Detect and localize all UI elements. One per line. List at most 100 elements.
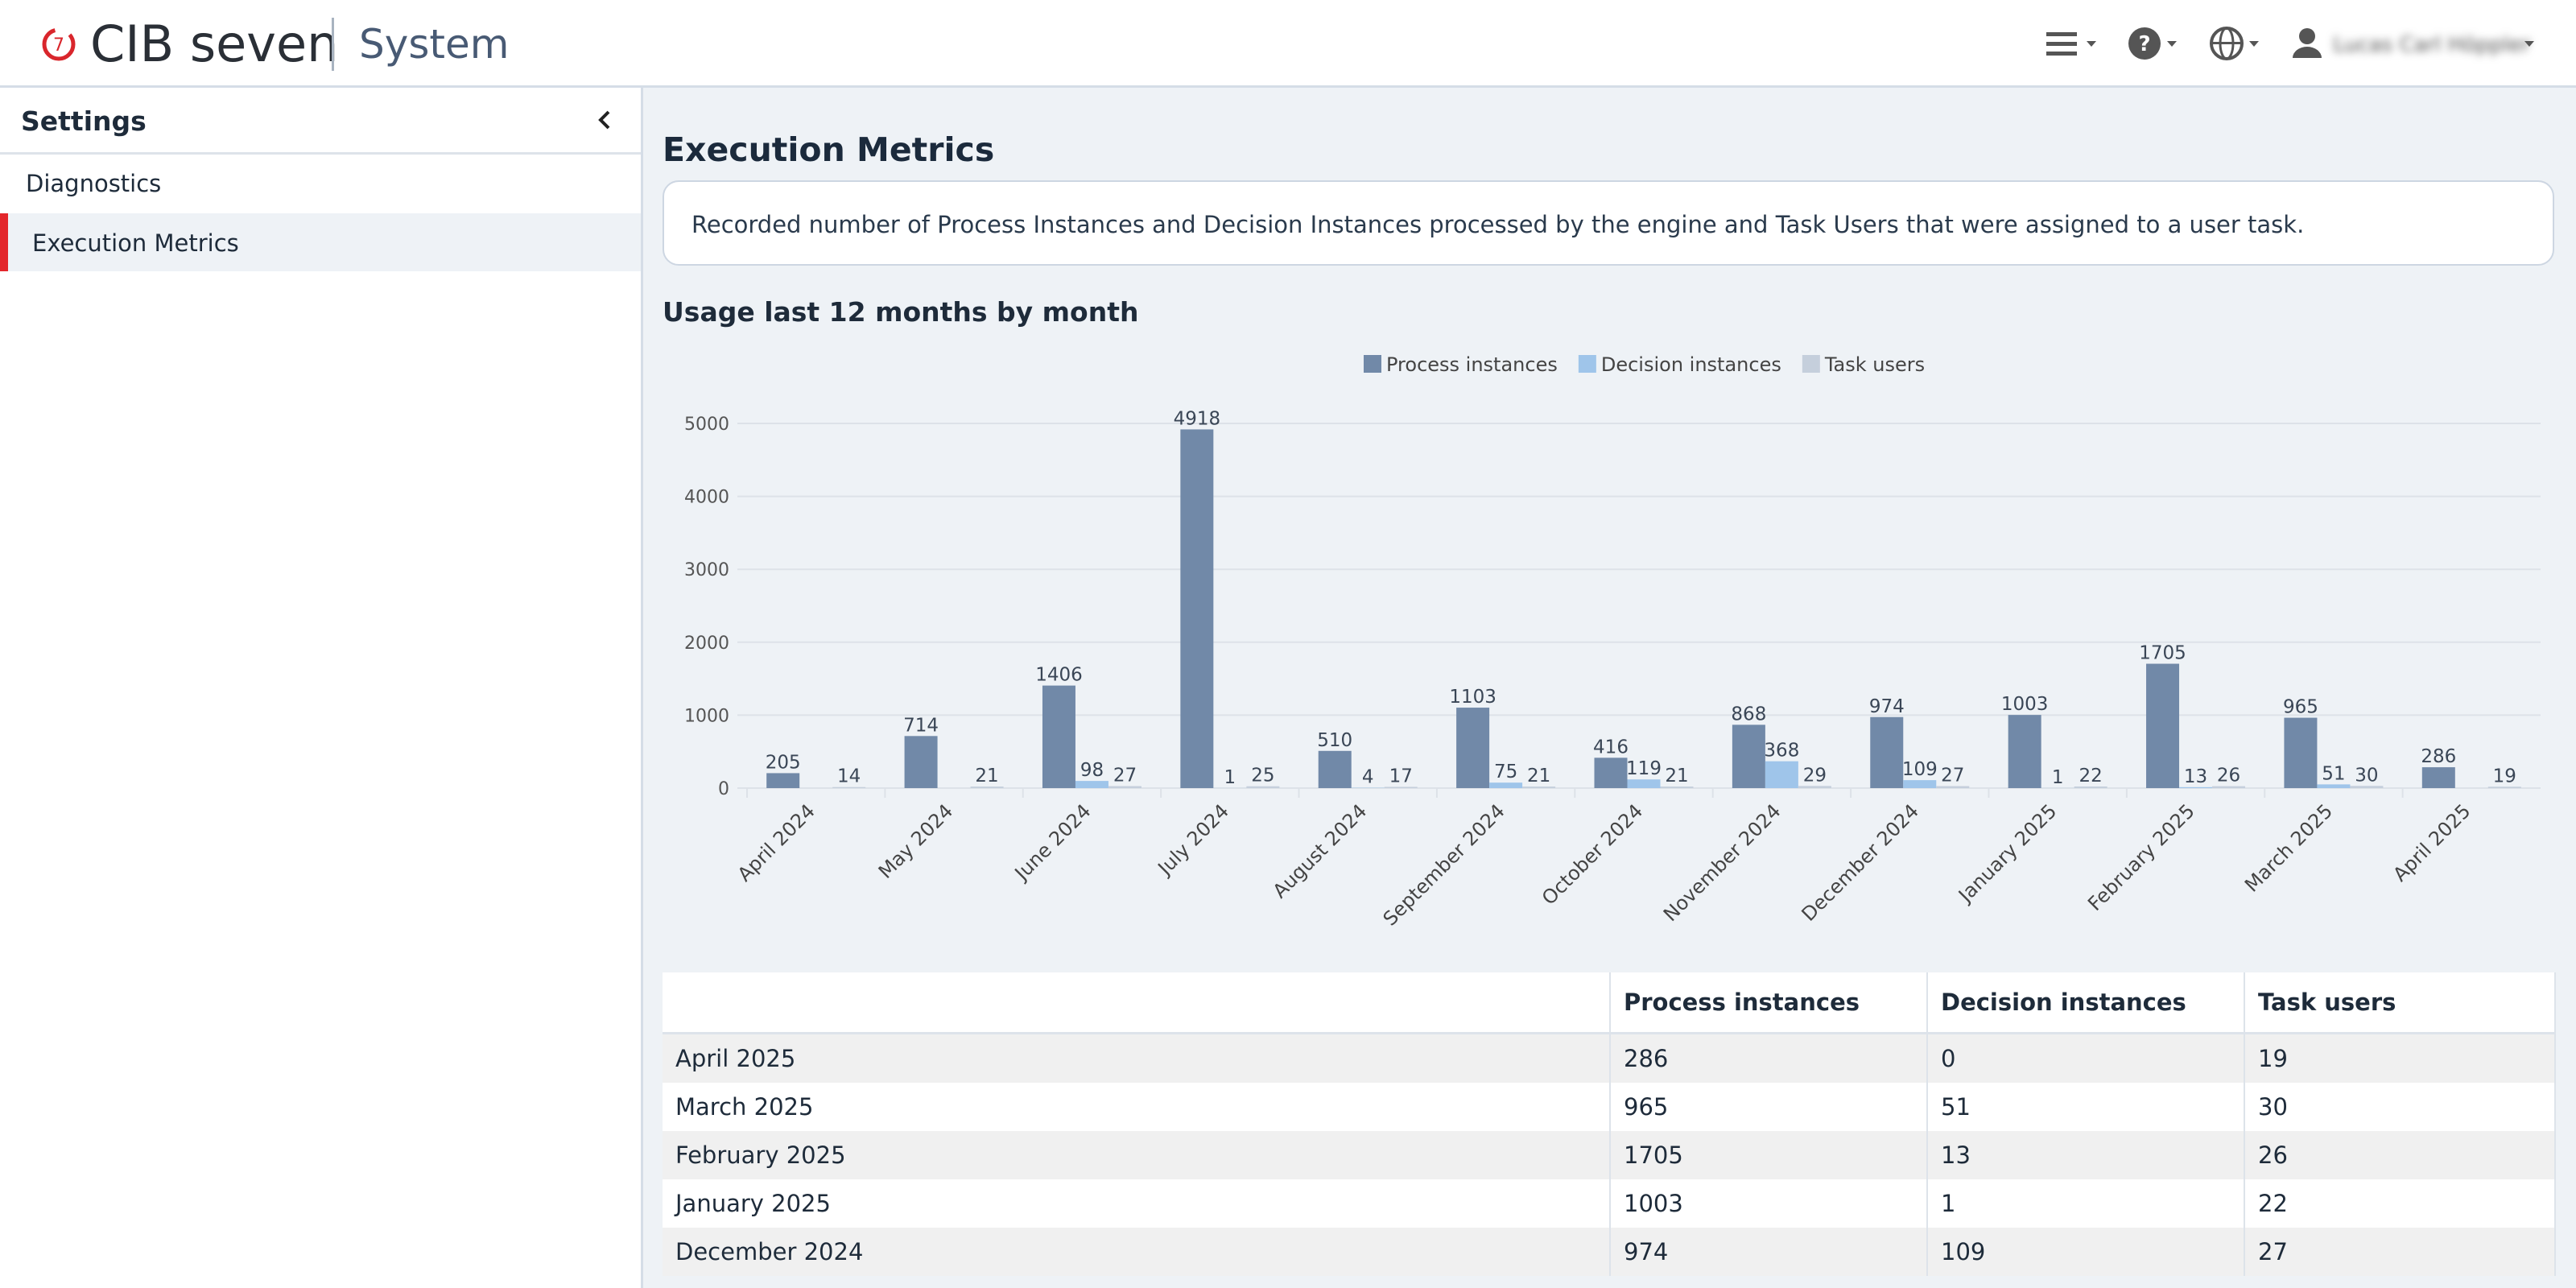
header: 7 CIB seven System ? Lucas Carl Höppler	[0, 0, 2576, 88]
y-tick-label: 5000	[684, 415, 729, 435]
bar	[1660, 786, 1694, 788]
logo: 7	[42, 27, 76, 61]
bar	[1594, 758, 1628, 788]
value-label: 27	[1941, 766, 1964, 786]
section-title: System	[359, 21, 510, 68]
x-tick-label: October 2024	[1538, 799, 1647, 909]
legend-label: Process instances	[1386, 353, 1558, 376]
bar	[2008, 715, 2041, 788]
value-label: 75	[1494, 762, 1517, 782]
metrics-table: Process instances Decision instances Task …	[663, 972, 2556, 1276]
x-tick-label: December 2024	[1798, 799, 1923, 925]
bar	[2487, 786, 2521, 788]
value-label: 1705	[2139, 643, 2186, 664]
value-label: 13	[2184, 766, 2207, 787]
y-tick-label: 2000	[684, 634, 729, 654]
table-row: February 2025 1705 13 26	[663, 1131, 2556, 1179]
nav-label: Execution Metrics	[32, 229, 239, 257]
user-name: Lucas Carl Höppler	[2333, 33, 2530, 57]
table-cell: 19	[2244, 1033, 2556, 1083]
value-label: 27	[1113, 766, 1137, 786]
brand: CIB seven	[90, 14, 339, 73]
bar	[2421, 767, 2455, 788]
value-label: 14	[837, 766, 861, 787]
table-cell: 27	[2244, 1228, 2556, 1276]
x-tick-label: January 2025	[1953, 799, 2061, 907]
bar	[1180, 429, 1214, 788]
column-header	[663, 972, 1611, 1034]
bar	[1384, 786, 1418, 788]
bar	[1042, 685, 1075, 788]
bar	[1456, 708, 1490, 788]
bar	[1732, 724, 1765, 788]
x-tick-label: April 2025	[2388, 799, 2475, 886]
page-title: Execution Metrics	[663, 130, 995, 169]
value-label: 205	[766, 752, 801, 773]
value-label: 98	[1080, 760, 1104, 781]
column-header: Process instances	[1610, 972, 1928, 1034]
bar	[1318, 750, 1352, 788]
y-tick-label: 1000	[684, 706, 729, 726]
table-cell: 1003	[1610, 1179, 1928, 1228]
value-label: 1	[2052, 767, 2064, 788]
value-label: 17	[1389, 766, 1413, 786]
description-box: Recorded number of Process Instances and…	[663, 180, 2554, 266]
value-label: 26	[2217, 766, 2240, 786]
sidebar: Settings Diagnostics Execution Metrics	[0, 88, 643, 1288]
table-cell: January 2025	[663, 1179, 1611, 1228]
table-cell: 30	[2244, 1083, 2556, 1131]
value-label: 21	[1665, 766, 1688, 786]
bar	[2074, 786, 2107, 788]
legend-swatch	[1364, 355, 1381, 373]
table-cell: 965	[1610, 1083, 1928, 1131]
nav-item-active[interactable]: Execution Metrics	[0, 213, 641, 271]
table-row: April 2025 286 0 19	[663, 1033, 2556, 1083]
x-tick-label: September 2024	[1379, 799, 1509, 930]
value-label: 25	[1251, 766, 1274, 786]
x-tick-label: June 2024	[1009, 799, 1096, 886]
chart-title: Usage last 12 months by month	[663, 296, 1139, 328]
y-tick-label: 3000	[684, 560, 729, 580]
bar	[2179, 786, 2213, 788]
table-row: December 2024 974 109 27	[663, 1228, 2556, 1276]
legend-label: Decision instances	[1601, 353, 1781, 376]
table-cell: 109	[1927, 1228, 2245, 1276]
bar	[2317, 784, 2351, 788]
table-cell: April 2025	[663, 1033, 1611, 1083]
svg-text:7: 7	[53, 35, 64, 56]
value-label: 416	[1593, 737, 1629, 758]
value-label: 368	[1764, 741, 1799, 762]
table-cell: 22	[2244, 1179, 2556, 1228]
x-tick-label: February 2025	[2083, 799, 2199, 915]
table-cell: 0	[1927, 1033, 2245, 1083]
table-cell: 1	[1927, 1179, 2245, 1228]
value-label: 868	[1731, 704, 1766, 724]
nav-item[interactable]: Diagnostics	[0, 155, 641, 212]
legend-swatch	[1802, 355, 1820, 373]
table-cell: 286	[1610, 1033, 1928, 1083]
x-tick-label: April 2024	[733, 799, 819, 886]
header-icons[interactable]: ? Lucas Carl Höppler	[2041, 24, 2557, 64]
table-cell: 51	[1927, 1083, 2245, 1131]
table-cell: February 2025	[663, 1131, 1611, 1179]
value-label: 1	[1224, 767, 1236, 788]
value-label: 119	[1626, 758, 1662, 779]
bar	[1870, 716, 1904, 788]
bar	[1765, 761, 1798, 788]
value-label: 1406	[1035, 665, 1083, 686]
value-label: 4918	[1174, 408, 1221, 429]
collapse-icon[interactable]	[596, 109, 615, 131]
table-cell: December 2024	[663, 1228, 1611, 1276]
svg-text:?: ?	[2138, 32, 2150, 56]
chart: 0 1000 2000 3000 4000 5000 Process instances De…	[684, 353, 2541, 931]
bar	[1627, 779, 1661, 788]
value-label: 51	[2322, 763, 2345, 784]
bar	[970, 786, 1004, 788]
value-label: 974	[1869, 696, 1905, 717]
legend-swatch	[1578, 355, 1596, 373]
bar	[1075, 781, 1108, 788]
x-tick-label: March 2025	[2240, 799, 2337, 896]
description: Recorded number of Process Instances and…	[691, 211, 2305, 238]
bar	[1489, 782, 1523, 788]
